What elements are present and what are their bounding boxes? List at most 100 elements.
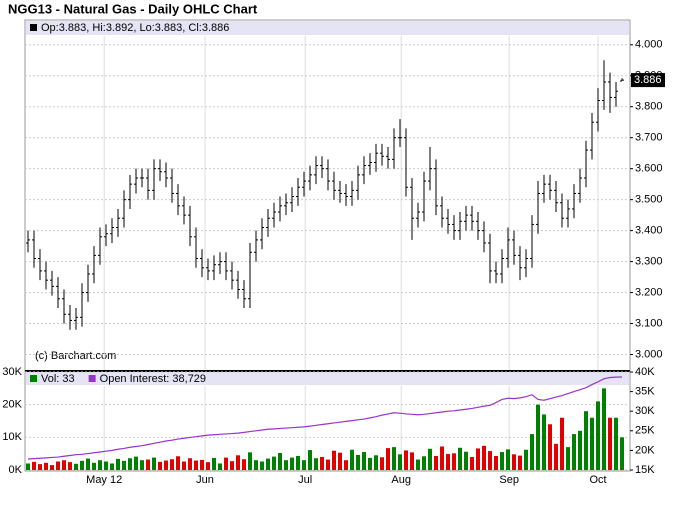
volume-bar <box>110 463 114 470</box>
volume-bar <box>104 461 108 470</box>
volume-bar <box>380 457 384 470</box>
volume-bar <box>74 463 78 470</box>
volume-bar <box>128 458 132 470</box>
volume-bar <box>428 448 432 470</box>
volume-bar <box>482 445 486 470</box>
volume-bar <box>122 460 126 470</box>
volume-bar <box>590 417 594 470</box>
volume-bar <box>398 454 402 470</box>
volume-bar <box>320 456 324 470</box>
y2-tick-label: 15K <box>635 464 655 476</box>
volume-bar <box>458 447 462 470</box>
volume-bar <box>416 459 420 470</box>
volume-bar <box>218 463 222 470</box>
volume-bar <box>272 456 276 470</box>
volume-bar <box>200 459 204 470</box>
volume-bar <box>254 460 258 470</box>
legend-swatch <box>88 375 96 382</box>
volume-bar <box>50 465 54 470</box>
last-price-label: 3.886 <box>634 74 662 86</box>
ohlc-legend-marker <box>30 24 37 31</box>
y-tick-label: 3.200 <box>635 286 663 298</box>
volume-bar <box>98 460 102 470</box>
volume-bar <box>344 460 348 470</box>
y-tick-label: 3.800 <box>635 101 663 113</box>
volume-bar <box>452 453 456 470</box>
ohlc-legend: Op:3.883, Hi:3.892, Lo:3.883, Cl:3.886 <box>41 22 229 34</box>
x-tick-label: Jul <box>298 474 312 486</box>
volume-bar <box>134 456 138 470</box>
volume-bar <box>374 455 378 470</box>
volume-bar <box>440 446 444 470</box>
volume-bar <box>290 457 294 470</box>
volume-bar <box>68 462 72 470</box>
volume-bar <box>518 455 522 470</box>
last-price-box <box>631 73 665 88</box>
volume-bar <box>140 460 144 470</box>
y-tick-label: 3.400 <box>635 225 663 237</box>
volume-bar <box>410 452 414 470</box>
volume-bar <box>572 434 576 470</box>
volume-bar <box>80 460 84 470</box>
y2-tick-label: 25K <box>635 425 655 437</box>
volume-bar <box>596 401 600 470</box>
volume-bar <box>338 452 342 470</box>
volume-bar <box>326 459 330 470</box>
volume-bar <box>554 443 558 470</box>
volume-bar <box>620 437 624 470</box>
volume-bar <box>230 461 234 470</box>
volume-bar <box>266 458 270 470</box>
y-tick-label: 3.000 <box>635 348 663 360</box>
volume-bar <box>368 457 372 470</box>
volume-bar <box>434 455 438 470</box>
y2-tick-label: 35K <box>635 386 655 398</box>
ohlc-legend-strip <box>26 21 629 35</box>
copyright: (c) Barchart.com <box>35 350 116 362</box>
volume-bar <box>476 448 480 470</box>
chart-title: NGG13 - Natural Gas - Daily OHLC Chart <box>8 1 258 16</box>
volume-bar <box>182 461 186 470</box>
volume-bar <box>422 456 426 470</box>
y2-tick-label: 20K <box>635 444 655 456</box>
x-tick-label: Jun <box>196 474 214 486</box>
x-tick-label: Aug <box>391 474 411 486</box>
volume-bar <box>260 461 264 470</box>
volume-bar <box>206 462 210 470</box>
volume-bar <box>470 456 474 470</box>
volume-bar <box>614 417 618 470</box>
volume-bar <box>188 458 192 470</box>
legend-swatch <box>30 375 37 382</box>
y-tick-label: 4.000 <box>635 39 663 51</box>
volume-bar <box>248 452 252 470</box>
volume-bar <box>92 462 96 470</box>
volume-bar <box>38 464 42 470</box>
y-tick-label: 20K <box>2 399 22 411</box>
y-tick-label: 3.600 <box>635 163 663 175</box>
volume-bar <box>602 388 606 470</box>
volume-bar <box>560 417 564 470</box>
volume-bar <box>404 450 408 470</box>
volume-bar <box>308 450 312 470</box>
y-tick-label: 10K <box>2 431 22 443</box>
volume-bar <box>386 448 390 470</box>
volume-bar <box>62 460 66 470</box>
legend-label: Vol: 33 <box>41 373 75 385</box>
y2-tick-label: 30K <box>635 405 655 417</box>
y-tick-label: 3.300 <box>635 255 663 267</box>
volume-bar <box>500 452 504 470</box>
volume-bar <box>236 455 240 470</box>
volume-bar <box>566 447 570 470</box>
volume-bar <box>26 463 30 470</box>
volume-legend-strip <box>26 372 629 385</box>
y-tick-label: 3.100 <box>635 317 663 329</box>
volume-bar <box>536 404 540 470</box>
volume-bar <box>296 455 300 470</box>
volume-bar <box>158 461 162 470</box>
volume-bar <box>224 457 228 470</box>
volume-bar <box>44 462 48 470</box>
volume-bar <box>146 459 150 470</box>
volume-bar <box>524 449 528 470</box>
volume-bar <box>464 451 468 470</box>
volume-bar <box>164 460 168 470</box>
volume-bar <box>170 459 174 470</box>
